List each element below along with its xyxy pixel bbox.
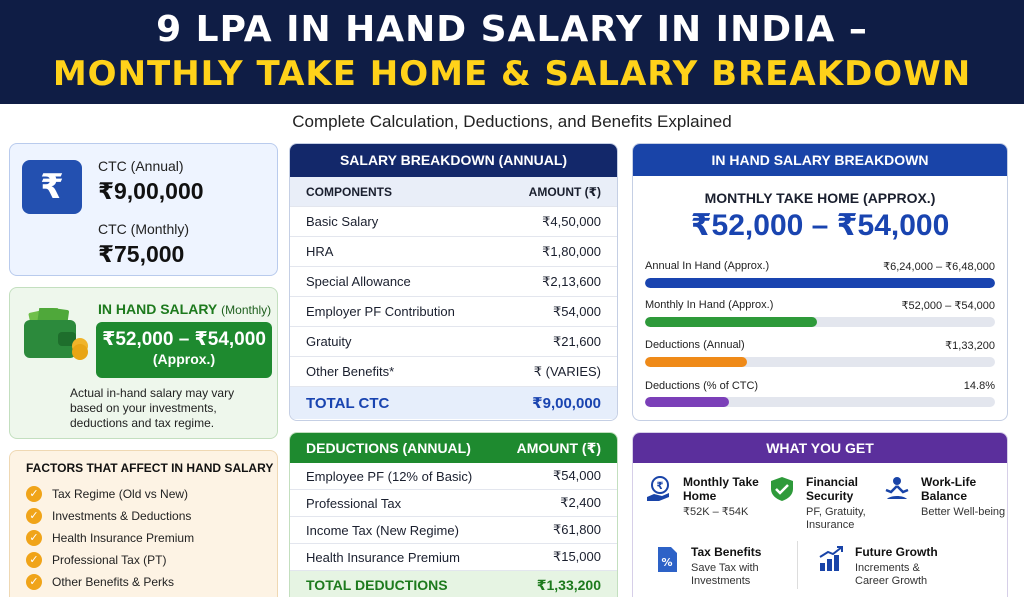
ctc-annual-label: CTC (Annual) [98,158,184,174]
table-row: Employee PF (12% of Basic) ₹54,000 [290,463,617,490]
table-row: Employer PF Contribution ₹54,000 [290,297,617,327]
total-deductions-row: TOTAL DEDUCTIONS ₹1,33,200 [290,571,617,597]
tax-document-icon: % [658,547,677,572]
check-icon: ✓ [26,574,42,590]
ctc-annual-value: ₹9,00,000 [98,178,204,204]
table-row: Professional Tax ₹2,400 [290,490,617,517]
total-deductions-label: TOTAL DEDUCTIONS [306,577,448,593]
rupee-icon: ₹ [22,160,82,214]
total-deductions-value: ₹1,33,200 [536,576,601,593]
deductions-header: DEDUCTIONS (ANNUAL) AMOUNT (₹) [290,433,617,463]
progress-bar [645,357,995,367]
metric-monthly-in-hand: Monthly In Hand (Approx.) ₹52,000 – ₹54,0… [645,299,995,327]
progress-fill [645,317,817,327]
factors-title: FACTORS THAT AFFECT IN HAND SALARY [26,461,274,475]
svg-text:%: % [661,556,672,569]
check-icon: ✓ [26,530,42,546]
in-hand-breakdown-card: IN HAND SALARY BREAKDOWN MONTHLY TAKE HO… [632,143,1008,421]
progress-bar [645,317,995,327]
total-ctc-row: TOTAL CTC ₹9,00,000 [290,387,617,419]
list-item: ✓ Professional Tax (PT) [26,549,194,571]
in-hand-note: Actual in-hand salary may vary based on … [70,386,235,430]
deductions-amount-header: AMOUNT (₹) [516,439,601,456]
table-row: Other Benefits* ₹ (VARIES) [290,357,617,387]
check-icon: ✓ [26,508,42,524]
progress-fill [645,278,995,288]
ctc-monthly-value: ₹75,000 [98,241,185,267]
column-header-components: COMPONENTS [306,184,393,199]
rupee-hand-icon: ₹ [647,476,669,501]
factors-card: FACTORS THAT AFFECT IN HAND SALARY ✓ Tax … [9,450,278,597]
check-icon: ✓ [26,486,42,502]
salary-breakdown-table: SALARY BREAKDOWN (ANNUAL) COMPONENTS AMO… [289,143,618,421]
list-item: ✓ Other Benefits & Perks [26,571,194,593]
table-row: Special Allowance ₹2,13,600 [290,267,617,297]
banner-title-line2: MONTHLY TAKE HOME & SALARY BREAKDOWN [52,54,972,94]
divider [797,541,798,589]
metric-deductions-annual: Deductions (Annual) ₹1,33,200 [645,339,995,367]
progress-bar [645,278,995,288]
salary-breakdown-title: SALARY BREAKDOWN (ANNUAL) [290,144,617,177]
monthly-take-home-range: ₹52,000 – ₹54,000 [690,209,950,242]
total-ctc-label: TOTAL CTC [306,394,390,412]
what-you-get-title: WHAT YOU GET [633,433,1007,463]
growth-chart-icon [819,546,843,571]
wallet-money-icon [24,308,88,360]
title-banner: 9 LPA IN HAND SALARY IN INDIA – MONTHLY … [0,0,1024,104]
ctc-monthly-label: CTC (Monthly) [98,221,190,237]
progress-fill [645,357,747,367]
metric-annual-in-hand: Annual In Hand (Approx.) ₹6,24,000 – ₹6,4… [645,260,995,288]
table-row: Income Tax (New Regime) ₹61,800 [290,517,617,544]
table-header-row: COMPONENTS AMOUNT (₹) [290,177,617,207]
in-hand-card: IN HAND SALARY (Monthly) ₹52,000 – ₹54,0… [9,287,278,439]
in-hand-range: ₹52,000 – ₹54,000 [102,329,266,350]
table-row: HRA ₹1,80,000 [290,237,617,267]
deductions-title: DEDUCTIONS (ANNUAL) [306,440,471,456]
progress-fill [645,397,729,407]
subtitle: Complete Calculation, Deductions, and Be… [292,112,732,131]
in-hand-breakdown-title: IN HAND SALARY BREAKDOWN [633,144,1007,176]
monthly-take-home-label: MONTHLY TAKE HOME (APPROX.) [704,190,936,206]
banner-title-line1: 9 LPA IN HAND SALARY IN INDIA – [156,9,868,50]
factors-list: ✓ Tax Regime (Old vs New) ✓ Investments & … [26,483,194,593]
table-row: Basic Salary ₹4,50,000 [290,207,617,237]
metric-deductions-percent: Deductions (% of CTC) 14.8% [645,380,995,407]
list-item: ✓ Health Insurance Premium [26,527,194,549]
meditation-icon [885,477,909,499]
check-icon: ✓ [26,552,42,568]
list-item: ✓ Tax Regime (Old vs New) [26,483,194,505]
ctc-card: ₹ CTC (Annual) ₹9,00,000 CTC (Monthly) ₹… [9,143,278,276]
column-header-amount: AMOUNT (₹) [528,184,601,199]
in-hand-title: IN HAND SALARY (Monthly) [98,301,272,317]
table-row: Health Insurance Premium ₹15,000 [290,544,617,571]
svg-text:₹: ₹ [657,481,664,492]
shield-check-icon [771,477,793,501]
in-hand-range-badge: ₹52,000 – ₹54,000 (Approx.) [96,322,272,378]
in-hand-title-suffix: (Monthly) [221,303,272,317]
list-item: ✓ Investments & Deductions [26,505,194,527]
total-ctc-value: ₹9,00,000 [532,395,601,412]
in-hand-approx: (Approx.) [152,351,216,367]
deductions-table: DEDUCTIONS (ANNUAL) AMOUNT (₹) Employee … [289,432,618,597]
progress-bar [645,397,995,407]
table-row: Gratuity ₹21,600 [290,327,617,357]
what-you-get-card: WHAT YOU GET ₹ Monthly Take Home ₹52K – … [632,432,1008,597]
